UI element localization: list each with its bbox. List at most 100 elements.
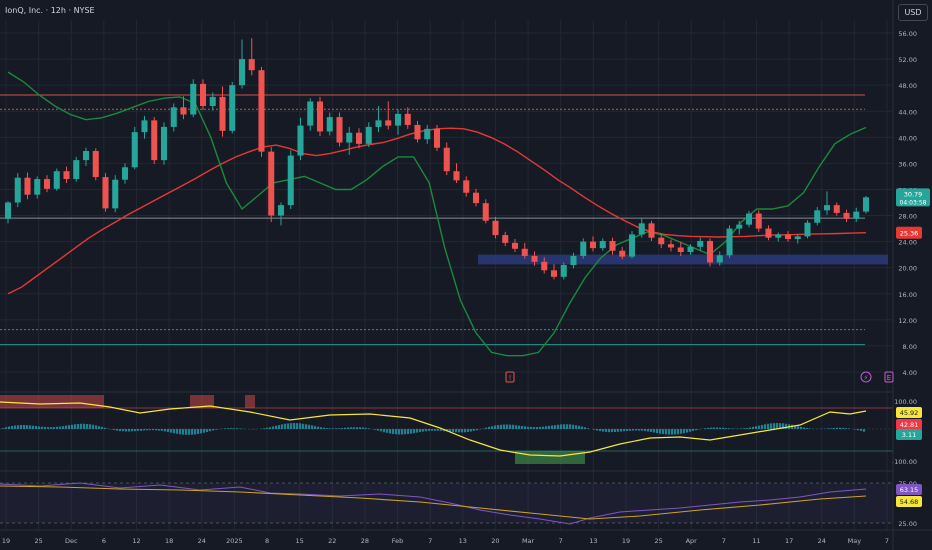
candle-body [823, 205, 831, 211]
grid-lines [0, 20, 893, 530]
earnings-icon: E [884, 371, 894, 383]
indicator2-level-label: 25.00 [898, 520, 917, 528]
candle-body [53, 171, 60, 189]
lightning-icon [860, 371, 872, 383]
candle-body [619, 250, 626, 257]
candle-body [151, 120, 158, 161]
y-tick-label: 56.00 [898, 30, 917, 38]
candle-body [316, 101, 324, 132]
candle-body [24, 177, 31, 195]
x-tick-label: 24 [818, 537, 826, 545]
candle-body [570, 255, 577, 266]
indicator2-value-label: 63.15 [900, 486, 919, 494]
candle-body [385, 120, 392, 126]
candle-body [170, 107, 177, 127]
dividend-alert-icon: ! [505, 371, 515, 383]
x-tick-label: 7 [428, 537, 432, 545]
indicator1-level-label: 100.00 [894, 398, 917, 406]
candle-body [73, 160, 80, 180]
candle-body [794, 236, 801, 239]
candle-body [472, 192, 480, 204]
candle-body [541, 261, 548, 271]
x-tick-label: Apr [686, 537, 698, 545]
ma-green-line [7, 71, 867, 357]
x-tick-label: 19 [622, 537, 630, 545]
y-tick-label: 36.00 [898, 160, 917, 168]
x-tick-label: 15 [296, 537, 304, 545]
y-tick-label: 24.00 [898, 239, 917, 247]
candle-body [277, 205, 285, 216]
candle-body [755, 213, 762, 229]
indicator1-value-tag [896, 429, 922, 440]
x-tick-label: 18 [165, 537, 173, 545]
x-tick-label: 13 [589, 537, 597, 545]
candle-body [365, 126, 372, 144]
lightning-icon-glyph: ⚡ [864, 374, 869, 382]
x-tick-label: 25 [654, 537, 662, 545]
candle-body [589, 241, 597, 249]
candle-body [482, 203, 489, 221]
chart-title: IonQ, Inc. · 12h · NYSE [5, 6, 95, 15]
candle-body [355, 132, 363, 144]
candle-body [14, 177, 21, 203]
y-tick-label: 20.00 [898, 265, 917, 273]
candle-body [853, 211, 860, 219]
x-tick-label: 17 [785, 537, 793, 545]
indicator1-level-label: -100.00 [892, 458, 917, 466]
candle-body [609, 240, 616, 251]
candle-body [814, 210, 821, 223]
candle-body [219, 96, 226, 131]
candle-body [677, 247, 684, 253]
candle-body [443, 147, 450, 172]
candle-body [326, 117, 333, 132]
overbought-region [190, 395, 214, 408]
candle-body [560, 265, 567, 277]
candle-body [745, 213, 753, 225]
candle-body [287, 155, 294, 206]
histogram [1, 423, 866, 435]
candle-body [141, 120, 148, 133]
x-tick-label: 8 [265, 537, 269, 545]
candle-body [765, 228, 772, 238]
candle-body [726, 228, 733, 256]
last-price-tag [896, 188, 930, 207]
currency-button[interactable]: USD [898, 4, 928, 21]
indicator1-value-label: 3.11 [902, 431, 916, 439]
y-tick-label: 28.00 [898, 213, 917, 221]
candle-body [268, 151, 275, 216]
rsi-ma-line [0, 485, 867, 520]
y-tick-label: 48.00 [898, 82, 917, 90]
candle-body [160, 126, 168, 161]
candle-body [667, 244, 675, 248]
indicator2-value-tag [896, 484, 922, 495]
x-tick-label: 20 [491, 537, 499, 545]
indicator1-value-tag [896, 419, 922, 430]
y-tick-label: 4.00 [903, 369, 917, 377]
support-zone [478, 254, 888, 265]
candle-body [521, 248, 528, 256]
candle-body [638, 223, 645, 235]
candle-body [862, 197, 870, 212]
candle-body [716, 255, 723, 263]
candle-body [658, 237, 665, 245]
candle-body [307, 101, 314, 126]
candle-body [628, 234, 636, 257]
candle-body [375, 120, 382, 127]
dividend-alert-icon-frame [505, 371, 515, 383]
candle-body [336, 117, 343, 143]
candle-body [706, 240, 714, 263]
x-tick-label: 28 [361, 537, 369, 545]
x-tick-label: 22 [328, 537, 336, 545]
y-tick-label: 12.00 [898, 317, 917, 325]
indicator2-value-label: 54.68 [900, 498, 919, 506]
x-tick-label: 11 [752, 537, 760, 545]
candle-body [784, 234, 792, 239]
x-tick-label: 7 [559, 537, 563, 545]
candle-body [180, 107, 187, 115]
indicator1-value-tag [896, 407, 922, 418]
earnings-icon-frame [884, 371, 894, 383]
candle-body [229, 85, 236, 131]
